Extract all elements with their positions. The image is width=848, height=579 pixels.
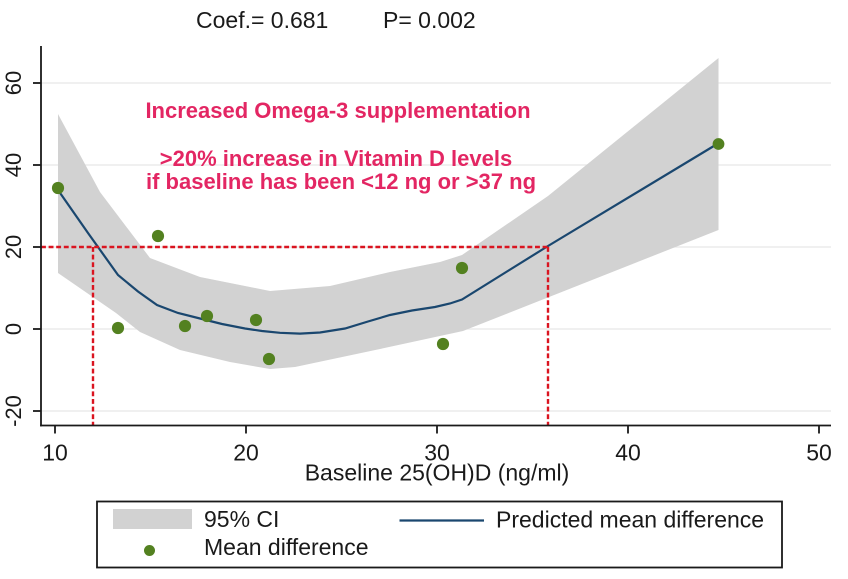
svg-text:40: 40 [615, 440, 641, 466]
svg-text:50: 50 [806, 440, 832, 466]
svg-text:Coef.= 0.681: Coef.= 0.681 [196, 7, 328, 33]
svg-text:Baseline 25(OH)D (ng/ml): Baseline 25(OH)D (ng/ml) [305, 460, 570, 486]
svg-text:0: 0 [1, 323, 26, 335]
svg-text:if baseline has been <12 ng or: if baseline has been <12 ng or >37 ng [146, 169, 536, 194]
svg-text:Mean difference: Mean difference [204, 534, 369, 560]
svg-text:-20: -20 [1, 395, 26, 427]
svg-text:20: 20 [1, 235, 26, 259]
svg-text:20: 20 [233, 440, 259, 466]
svg-text:60: 60 [1, 71, 26, 95]
svg-text:Increased Omega-3 supplementat: Increased Omega-3 supplementation [145, 98, 530, 123]
svg-text:40: 40 [1, 153, 26, 177]
svg-text:Predicted mean difference: Predicted mean difference [496, 507, 764, 533]
svg-text:10: 10 [42, 440, 68, 466]
svg-text:>20% increase in Vitamin D lev: >20% increase in Vitamin D levels [160, 146, 512, 171]
svg-text:30: 30 [424, 440, 450, 466]
svg-text:95% CI: 95% CI [204, 506, 279, 532]
svg-text:P= 0.002: P= 0.002 [383, 7, 476, 33]
